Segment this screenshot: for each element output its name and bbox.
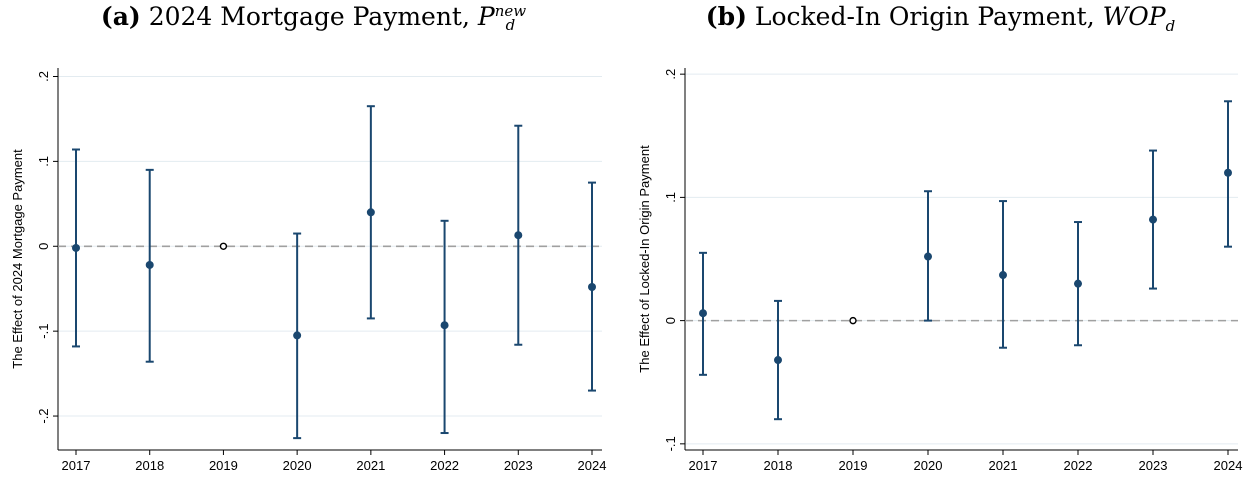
panel-a-title-sup: new (494, 2, 527, 20)
a-xtick-label: 2024 (578, 458, 607, 473)
panel-a-title-symbol: P (477, 2, 495, 31)
panel-b-title-symbol: WOP (1102, 2, 1166, 31)
b-xtick-label: 2020 (914, 458, 943, 473)
chart-b: -.1 0 .1 .2 2017 2018 2019 2020 2021 2022 2023 2024… (637, 68, 1243, 473)
a-xtick-label: 2021 (356, 458, 385, 473)
b-xtick-label: 2023 (1139, 458, 1168, 473)
b-ytick-label: 0 (663, 317, 678, 324)
a-point-2021 (366, 208, 375, 217)
a-ytick-label: .1 (36, 156, 51, 167)
panel-a-label: (a) (100, 2, 141, 31)
b-point-2022 (1074, 279, 1082, 288)
b-ytick-label: .2 (663, 69, 678, 80)
panel-b: (b) Locked-In Origin Payment, WOPd -.1 0.… (627, 0, 1254, 492)
b-xtick-label: 2018 (764, 458, 793, 473)
b-y-axis-title: The Effect of Locked-In Origin Payment (637, 145, 652, 373)
b-point-2023 (1149, 215, 1157, 224)
panel-a-title-text: 2024 Mortgage Payment, (148, 2, 478, 31)
a-ytick-label: .2 (36, 71, 51, 82)
chart-a: -.2 -.1 0 .1 .2 2017 2018 2019 2020 2021 2022 2023 2… (10, 68, 607, 473)
a-point-2022 (440, 321, 449, 330)
a-xtick-label: 2020 (283, 458, 312, 473)
a-xtick-label: 2017 (62, 458, 91, 473)
a-y-axis-title: The Effect of 2024 Mortgage Payment (10, 149, 25, 369)
a-point-2018 (145, 260, 154, 269)
a-xtick-label: 2022 (430, 458, 459, 473)
panel-a-title-sub: d (505, 15, 516, 34)
b-point-2020 (924, 252, 932, 261)
b-xtick-label: 2021 (989, 458, 1018, 473)
b-xtick-label: 2017 (689, 458, 718, 473)
a-point-2017 (72, 243, 80, 252)
a-point-2023 (514, 231, 523, 240)
b-ytick-label: -.1 (663, 436, 678, 451)
panel-b-title: (b) Locked-In Origin Payment, WOPd (627, 2, 1254, 35)
b-xtick-label: 2022 (1064, 458, 1093, 473)
b-point-2021 (999, 271, 1007, 280)
a-xtick-label: 2018 (135, 458, 164, 473)
panel-b-label: (b) (705, 2, 747, 31)
a-xtick-label: 2023 (504, 458, 533, 473)
a-xtick-label: 2019 (209, 458, 238, 473)
b-point-2024 (1224, 168, 1232, 177)
panel-b-title-sub: d (1165, 17, 1176, 35)
a-ytick-label: 0 (36, 243, 51, 250)
a-reference-point-2019 (219, 242, 228, 250)
b-point-2017 (699, 309, 707, 318)
b-ytick-label: .1 (663, 192, 678, 203)
a-point-2020 (293, 331, 302, 340)
b-reference-point-2019 (849, 316, 857, 325)
b-xtick-label: 2019 (839, 458, 868, 473)
a-ytick-label: -.1 (36, 324, 51, 339)
a-ytick-label: -.2 (36, 408, 51, 423)
b-point-2018 (774, 356, 782, 365)
panel-b-title-text: Locked-In Origin Payment, (754, 2, 1103, 31)
b-xtick-label: 2024 (1214, 458, 1243, 473)
a-point-2024 (588, 283, 596, 292)
